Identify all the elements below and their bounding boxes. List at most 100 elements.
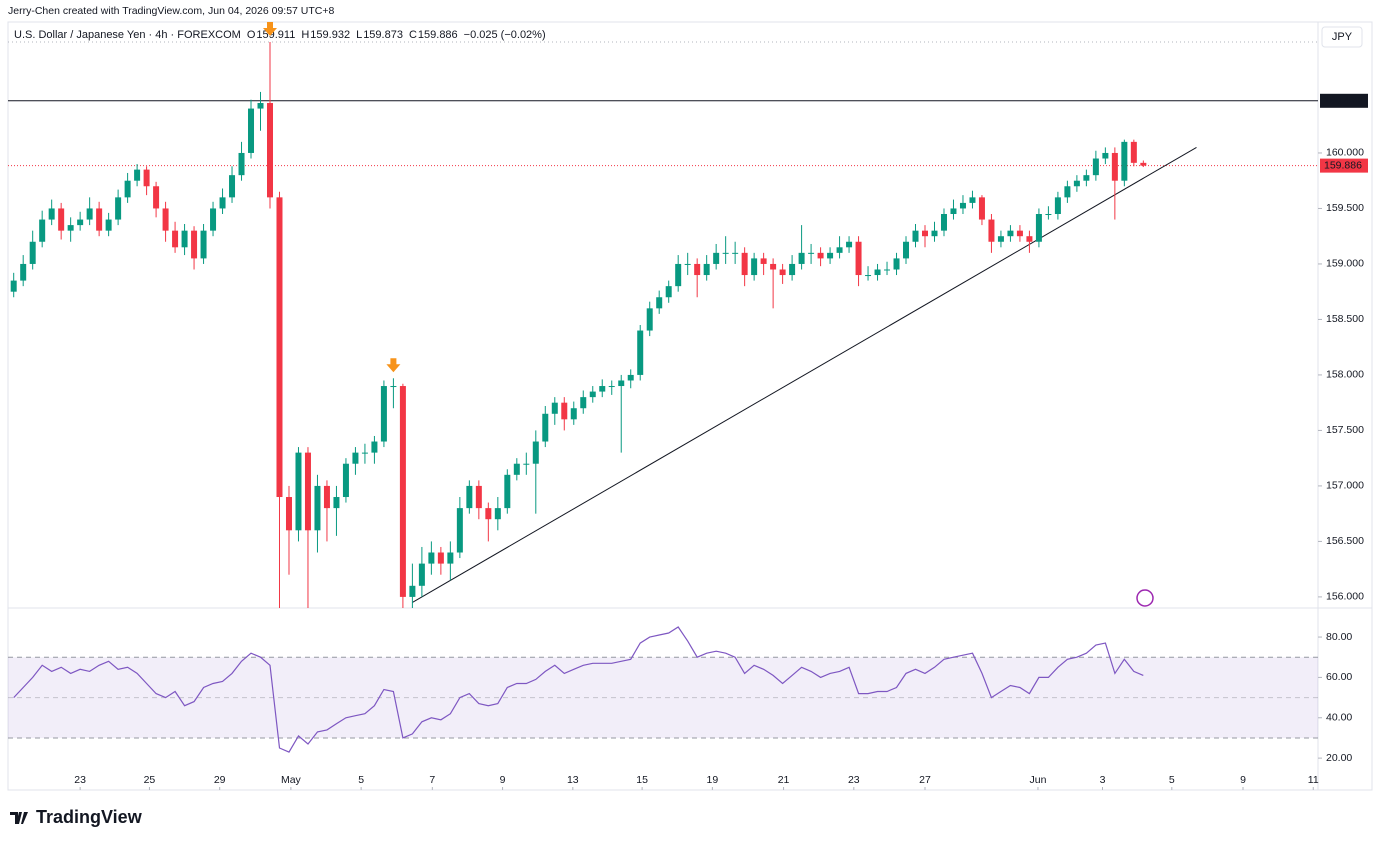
candle-body bbox=[504, 474, 511, 509]
rsi-tick-label: 60.00 bbox=[1326, 671, 1352, 683]
candle-body bbox=[551, 402, 558, 414]
x-tick-label: 19 bbox=[707, 774, 719, 786]
candle-body bbox=[513, 463, 520, 475]
signal-arrow bbox=[263, 22, 277, 36]
candle-body bbox=[314, 485, 321, 531]
candle-body bbox=[827, 252, 834, 259]
candle-body bbox=[931, 230, 938, 237]
candle-body bbox=[969, 197, 976, 203]
candle-body bbox=[741, 252, 748, 276]
candle-body bbox=[684, 263, 691, 265]
candle-body bbox=[656, 297, 663, 309]
candle-body bbox=[276, 197, 283, 498]
candle-body bbox=[475, 485, 482, 509]
candle-body bbox=[29, 241, 36, 264]
candle-body bbox=[456, 508, 463, 553]
candle-body bbox=[96, 208, 103, 231]
candle-body bbox=[1026, 236, 1033, 242]
candle-body bbox=[105, 219, 112, 231]
candle-body bbox=[665, 286, 672, 298]
candle-body bbox=[703, 263, 710, 276]
candle-body bbox=[646, 308, 653, 331]
candle-body bbox=[694, 263, 701, 276]
x-tick-label: Jun bbox=[1029, 774, 1046, 786]
candle-body bbox=[722, 252, 729, 254]
y-tick-label: 157.500 bbox=[1326, 424, 1364, 436]
x-tick-label: 5 bbox=[358, 774, 364, 786]
candle-body bbox=[637, 330, 644, 375]
symbol: U.S. Dollar / Japanese Yen · 4h · FOREXC… bbox=[14, 29, 241, 41]
candle-body bbox=[1102, 152, 1109, 159]
ohlc-label: H bbox=[301, 29, 309, 41]
candle-body bbox=[285, 497, 292, 531]
ohlc-value: 159.873 bbox=[363, 29, 403, 41]
y-tick-label: 156.500 bbox=[1326, 535, 1364, 547]
candle-body bbox=[191, 230, 198, 259]
candle-body bbox=[798, 252, 805, 264]
currency-button[interactable] bbox=[1321, 26, 1363, 48]
candle-body bbox=[589, 391, 596, 398]
candle-body bbox=[115, 197, 122, 220]
rsi-pane bbox=[8, 626, 1318, 753]
currency[interactable]: JPY bbox=[1332, 31, 1353, 43]
candle-body bbox=[181, 230, 188, 248]
candle-body bbox=[248, 108, 255, 153]
candle-body bbox=[267, 103, 273, 198]
candle-body bbox=[675, 263, 682, 287]
candle-body bbox=[1035, 214, 1042, 242]
candle-body bbox=[409, 585, 416, 597]
price-label: 159.886 bbox=[1324, 159, 1362, 171]
candle-body bbox=[988, 219, 995, 242]
candle-body bbox=[86, 208, 93, 220]
x-tick-label: 9 bbox=[1240, 774, 1246, 786]
candle-body bbox=[978, 197, 985, 220]
candle-body bbox=[580, 397, 587, 409]
candle-body bbox=[67, 225, 74, 231]
y-tick-label: 158.500 bbox=[1326, 313, 1364, 325]
candle-body bbox=[770, 263, 777, 270]
rsi-tick-label: 20.00 bbox=[1326, 752, 1352, 764]
rsi-tick-label: 40.00 bbox=[1326, 712, 1352, 724]
candle-body bbox=[1064, 186, 1071, 198]
x-tick-label: 7 bbox=[429, 774, 435, 786]
candle-body bbox=[10, 280, 17, 292]
candle-body bbox=[238, 152, 245, 176]
candle-body bbox=[789, 263, 796, 276]
ohlc-label: L bbox=[356, 29, 362, 41]
candle-body bbox=[808, 252, 815, 254]
x-tick-label: 11 bbox=[1308, 774, 1319, 786]
hline-label: 160.470 bbox=[1324, 95, 1362, 107]
logo: TradingView bbox=[10, 807, 143, 827]
candle-body bbox=[1083, 175, 1090, 181]
x-tick-label: 9 bbox=[500, 774, 506, 786]
candle-body bbox=[418, 563, 425, 586]
y-tick-label: 160.000 bbox=[1326, 147, 1364, 159]
alert-icon[interactable] bbox=[1136, 589, 1154, 607]
candle-body bbox=[48, 208, 55, 220]
y-tick-label: 157.000 bbox=[1326, 480, 1364, 492]
hline-label-bg bbox=[1320, 93, 1368, 108]
candle-body bbox=[1045, 214, 1052, 216]
candle-body bbox=[950, 208, 957, 215]
candle-body bbox=[627, 374, 634, 381]
y-tick-label: 158.000 bbox=[1326, 369, 1364, 381]
candle-body bbox=[903, 241, 910, 259]
candle-body bbox=[751, 258, 758, 276]
candle-body bbox=[817, 252, 824, 259]
candle-body bbox=[352, 452, 359, 464]
trendline bbox=[412, 146, 1197, 603]
change: −0.025 (−0.02%) bbox=[464, 29, 546, 41]
x-tick-label: 13 bbox=[567, 774, 579, 786]
candle-body bbox=[1054, 197, 1061, 215]
x-tick-label: 29 bbox=[214, 774, 226, 786]
candle-body bbox=[134, 169, 141, 181]
candle-body bbox=[618, 380, 625, 387]
x-tick-label: 27 bbox=[919, 774, 931, 786]
candle-body bbox=[599, 386, 606, 392]
candle-body bbox=[1121, 141, 1128, 181]
x-tick-label: 23 bbox=[848, 774, 860, 786]
candle-body bbox=[1111, 152, 1118, 181]
candle-body bbox=[1016, 230, 1023, 237]
